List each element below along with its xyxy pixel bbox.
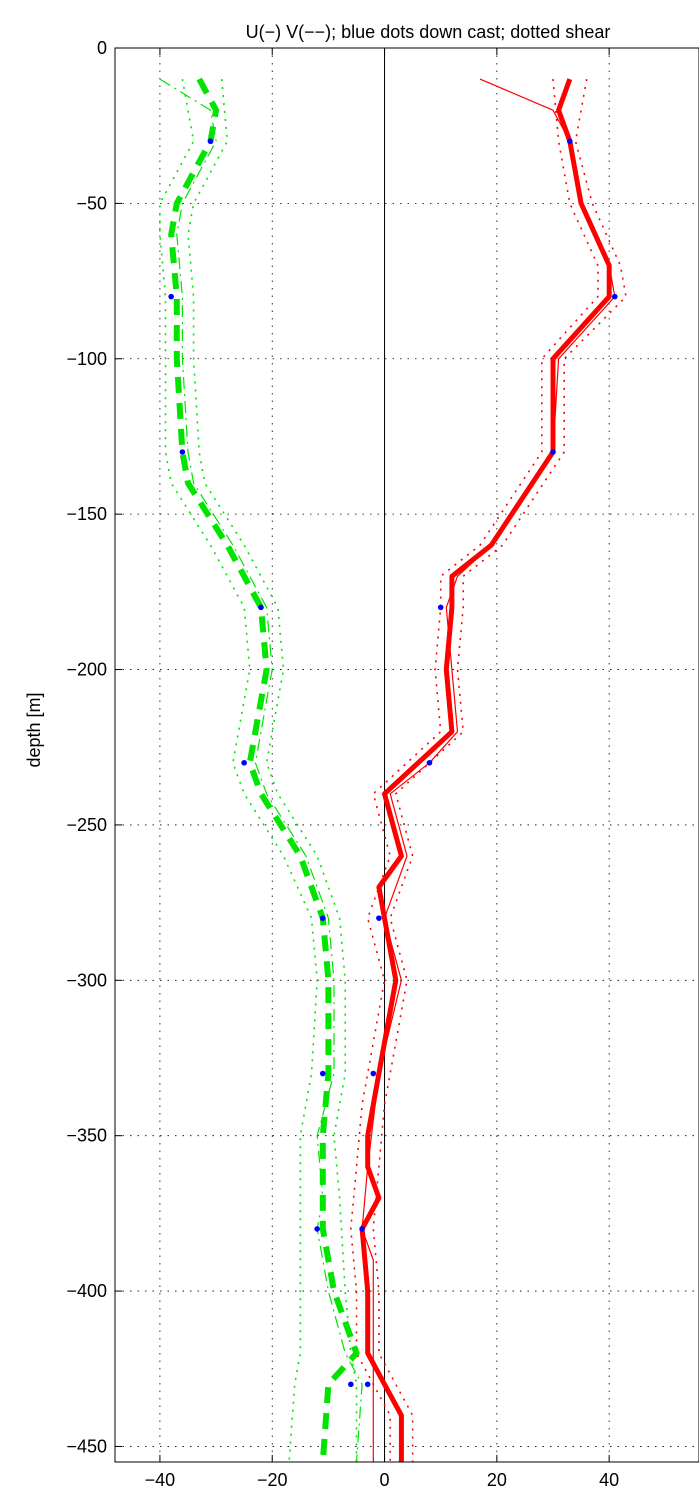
chart-title: U(−) V(−−); blue dots down cast; dotted … [246, 22, 611, 42]
data-point-u [567, 138, 573, 145]
y-tick-label: −250 [66, 815, 107, 835]
x-tick-label: −20 [257, 1470, 288, 1490]
plot-frame [114, 47, 699, 1463]
data-point-v [168, 293, 174, 300]
series-group [159, 77, 627, 1463]
y-tick-label: −350 [66, 1126, 107, 1146]
y-tick-label: 0 [97, 38, 107, 58]
data-point-v [314, 1226, 320, 1232]
y-tick-label: −150 [66, 504, 107, 524]
data-point-v [179, 449, 186, 455]
y-tick-label: −100 [66, 349, 107, 369]
data-point-v [348, 1381, 354, 1388]
data-point-u [376, 915, 382, 921]
series-line-u_main [359, 78, 612, 1462]
y-tick-label: −300 [66, 970, 107, 990]
x-tick-label: 0 [380, 1470, 390, 1490]
y-tick-label: −450 [66, 1436, 107, 1456]
x-axis-ticks: −40 −20 0 20 40 [145, 48, 619, 1490]
down-cast-dots [168, 138, 618, 1388]
y-tick-label: −200 [66, 660, 107, 680]
data-point-u [364, 1381, 371, 1388]
data-point-v [241, 759, 247, 766]
data-point-v [207, 138, 214, 145]
data-point-u [611, 293, 618, 300]
grid [115, 47, 699, 1462]
x-tick-label: 40 [599, 1470, 619, 1490]
series-line-u_shear_left [349, 79, 599, 1462]
y-tick-label: −50 [76, 193, 107, 213]
x-tick-label: 20 [487, 1470, 507, 1490]
series-line-u_thin [361, 78, 616, 1462]
data-point-u [426, 759, 433, 766]
data-point-v [319, 1070, 326, 1077]
data-point-u [550, 449, 556, 455]
x-tick-label: −40 [145, 1470, 176, 1490]
data-point-u [370, 1070, 377, 1077]
y-axis-label: depth [m] [24, 692, 44, 767]
y-axis-ticks: 0 −50 −100 −150 −200 −250 −300 −350 −400 −450 [66, 38, 122, 1456]
y-tick-label: −400 [66, 1281, 107, 1301]
series-line-v_shear_right [187, 79, 358, 1462]
data-point-u [437, 604, 444, 611]
data-point-u [359, 1226, 365, 1232]
series-line-v_main [168, 77, 360, 1463]
series-line-v_thin [159, 78, 363, 1463]
data-point-v [319, 915, 326, 921]
series-line-v_shear_left [159, 78, 319, 1463]
data-point-v [258, 604, 264, 611]
